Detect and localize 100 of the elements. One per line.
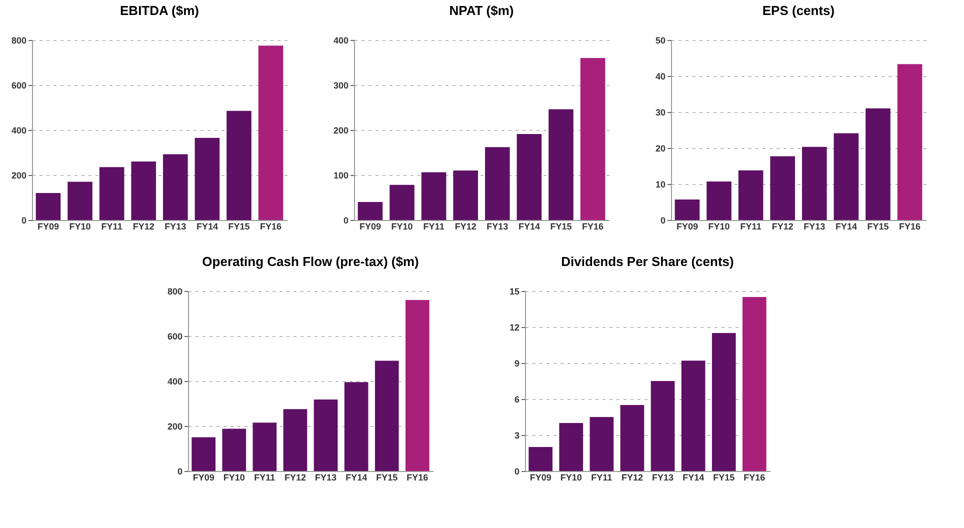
bar — [770, 156, 795, 220]
y-tick-label: 0 — [343, 216, 348, 226]
y-tick-label: 10 — [655, 180, 666, 190]
y-tick-label: 3 — [514, 430, 520, 440]
x-tick-label: FY09 — [530, 472, 552, 482]
y-tick-label: 15 — [509, 286, 520, 296]
bar — [528, 447, 552, 471]
bar — [516, 134, 542, 220]
x-tick-label: FY14 — [682, 472, 704, 482]
x-tick-label: FY12 — [772, 222, 794, 232]
x-tick-label: FY15 — [713, 472, 735, 482]
x-tick-label: FY09 — [676, 222, 698, 232]
y-tick-label: 600 — [11, 80, 26, 90]
x-tick-label: FY14 — [196, 222, 218, 232]
bar — [131, 162, 156, 220]
bar — [590, 417, 614, 471]
y-tick-label: 600 — [167, 332, 182, 342]
bar — [68, 182, 92, 220]
bar — [712, 333, 736, 471]
bar — [559, 423, 584, 471]
bar — [226, 110, 252, 220]
y-tick-label: 50 — [655, 36, 666, 46]
x-tick-label: FY09 — [359, 222, 381, 232]
x-tick-label: FY12 — [621, 472, 643, 482]
bar — [163, 154, 188, 220]
y-tick-label: 200 — [333, 126, 348, 136]
x-tick-label: FY11 — [254, 472, 276, 482]
bar — [674, 199, 700, 220]
x-tick-label: FY16 — [744, 472, 766, 482]
bar — [222, 428, 246, 471]
chart-title: NPAT ($m) — [449, 3, 514, 18]
x-tick-label: FY09 — [192, 472, 214, 482]
y-tick-label: 800 — [167, 286, 182, 296]
bar — [252, 422, 277, 471]
y-tick-label: 100 — [333, 170, 348, 180]
chart-title: Operating Cash Flow (pre-tax) ($m) — [202, 254, 419, 269]
x-tick-label: FY16 — [899, 222, 921, 232]
x-tick-label: FY10 — [708, 222, 730, 232]
bar — [650, 381, 675, 471]
y-tick-label: 0 — [21, 216, 26, 226]
y-tick-label: 400 — [333, 36, 348, 46]
x-tick-label: FY13 — [804, 222, 826, 232]
x-tick-label: FY13 — [315, 472, 337, 482]
x-tick-label: FY13 — [486, 222, 508, 232]
x-tick-label: FY15 — [376, 472, 398, 482]
y-tick-label: 200 — [11, 170, 26, 180]
bar — [866, 108, 890, 220]
x-tick-label: FY12 — [454, 222, 476, 232]
bar — [194, 138, 220, 220]
y-tick-label: 0 — [177, 466, 182, 476]
bar — [738, 170, 764, 220]
y-tick-label: 0 — [660, 216, 666, 226]
y-tick-label: 12 — [509, 322, 520, 332]
x-tick-label: FY15 — [228, 222, 250, 232]
x-tick-label: FY16 — [582, 222, 604, 232]
bar — [358, 202, 383, 220]
y-tick-label: 0 — [514, 466, 520, 476]
bar — [421, 172, 446, 220]
x-tick-label: FY11 — [740, 222, 762, 232]
bar — [344, 382, 368, 471]
bar — [390, 184, 414, 220]
chart-title: EBITDA ($m) — [120, 3, 199, 18]
x-tick-label: FY15 — [867, 222, 889, 232]
bar — [802, 146, 827, 220]
bar — [36, 193, 61, 220]
y-tick-label: 300 — [333, 80, 348, 90]
bar — [374, 360, 399, 471]
x-tick-label: FY10 — [223, 472, 245, 482]
bar — [99, 167, 124, 220]
x-tick-label: FY14 — [835, 222, 857, 232]
chart-title: EPS (cents) — [762, 3, 835, 18]
bar — [283, 409, 308, 471]
x-tick-label: FY11 — [101, 222, 122, 232]
y-tick-label: 6 — [514, 394, 520, 404]
bar — [258, 46, 284, 220]
bar — [580, 58, 606, 220]
x-tick-label: FY12 — [284, 472, 306, 482]
bar — [897, 64, 922, 220]
bar — [548, 109, 574, 220]
chart-title: Dividends Per Share (cents) — [561, 254, 734, 269]
x-tick-label: FY09 — [37, 222, 59, 232]
bar — [485, 147, 510, 220]
y-tick-label: 30 — [655, 108, 666, 118]
x-tick-label: FY10 — [69, 222, 91, 232]
x-tick-label: FY15 — [550, 222, 572, 232]
y-tick-label: 400 — [11, 126, 26, 136]
x-tick-label: FY14 — [346, 472, 368, 482]
x-tick-label: FY11 — [423, 222, 444, 232]
x-tick-label: FY14 — [518, 222, 540, 232]
x-tick-label: FY16 — [260, 222, 282, 232]
y-tick-label: 800 — [11, 36, 26, 46]
x-tick-label: FY10 — [560, 472, 582, 482]
x-tick-label: FY13 — [164, 222, 186, 232]
x-tick-label: FY12 — [132, 222, 154, 232]
bar — [314, 399, 338, 471]
bar — [620, 405, 644, 471]
y-tick-label: 400 — [167, 376, 182, 386]
bar — [406, 300, 430, 471]
y-tick-label: 20 — [655, 144, 666, 154]
y-tick-label: 9 — [514, 358, 520, 368]
